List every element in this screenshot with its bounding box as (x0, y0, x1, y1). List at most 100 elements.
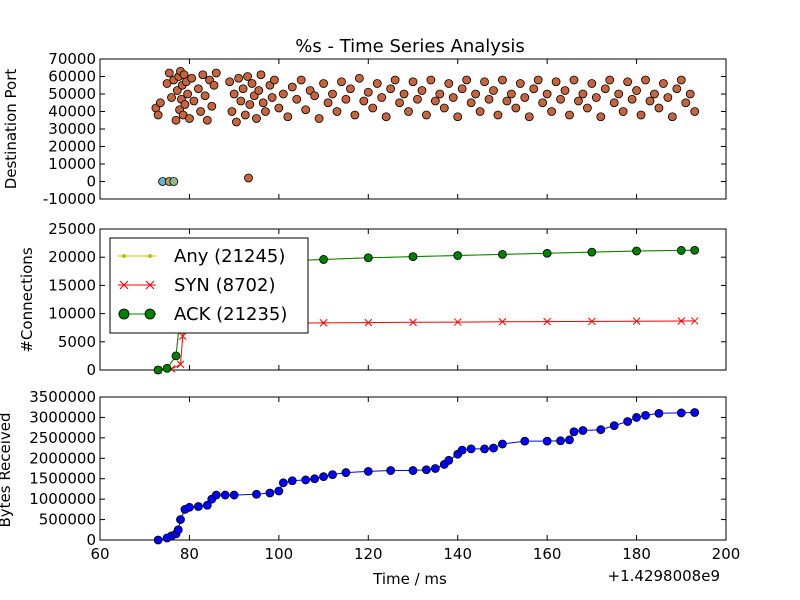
data-point (663, 93, 673, 102)
data-point (252, 489, 261, 499)
data-point (245, 100, 255, 109)
data-point (591, 93, 601, 102)
port-scatter-panel: -100000100002000030000400005000060000700… (2, 50, 727, 208)
y-tick-label: 0 (86, 173, 96, 191)
data-point (632, 413, 641, 422)
y-tick-label: 2500000 (29, 429, 96, 447)
data-point (524, 112, 534, 122)
y-tick-label: 30000 (48, 120, 96, 138)
data-point (167, 93, 176, 102)
data-point (444, 79, 454, 88)
data-point (578, 89, 588, 99)
data-point (404, 107, 413, 116)
data-point (498, 249, 507, 259)
data-point (200, 91, 210, 101)
data-point (278, 478, 288, 488)
data-point (193, 84, 203, 94)
data-point (453, 251, 463, 260)
data-point (345, 84, 355, 94)
data-point (690, 107, 700, 116)
legend-ack-marker (118, 308, 130, 320)
data-point (296, 75, 306, 85)
data-point (457, 445, 467, 455)
data-point (153, 535, 163, 545)
data-point (466, 98, 476, 108)
data-point (542, 89, 552, 99)
data-point (462, 75, 472, 85)
data-point (332, 107, 342, 116)
data-point (198, 70, 208, 80)
data-point (319, 255, 328, 264)
bytes-y-ticks: 0 500000 1000000 1500000 2000000 2500000 30000… (29, 388, 727, 549)
data-point (183, 89, 193, 99)
data-point (641, 75, 650, 85)
data-point (211, 68, 221, 78)
data-point (498, 75, 507, 85)
data-point (363, 253, 373, 263)
data-point (453, 112, 463, 122)
data-point (439, 103, 449, 113)
data-point (574, 96, 583, 106)
data-point (600, 84, 610, 94)
data-point (596, 112, 606, 122)
data-point (364, 318, 373, 327)
data-point (542, 248, 552, 258)
data-point (319, 472, 328, 482)
data-point (417, 86, 427, 95)
data-point (645, 96, 655, 106)
data-point (511, 103, 521, 113)
x-tick-label: 120 (354, 545, 383, 563)
bytes-panel: 0 500000 1000000 1500000 2000000 2500000 30000… (0, 388, 740, 588)
legend-any-label: Any (21245) (174, 246, 285, 267)
data-point (506, 89, 516, 99)
y-tick-label: 1500000 (29, 470, 96, 488)
data-point (587, 247, 597, 257)
connections-panel: 0 5000 10000 15000 20000 25000 #Connections A… (18, 220, 727, 379)
data-point (292, 94, 302, 104)
data-point (238, 84, 248, 94)
data-point (377, 93, 387, 102)
data-point (319, 319, 328, 327)
data-point (254, 86, 264, 95)
data-point (258, 98, 268, 108)
data-point (395, 98, 404, 108)
data-point (614, 89, 624, 99)
data-point (202, 115, 212, 125)
data-point (162, 363, 172, 373)
data-point (310, 474, 320, 484)
data-point (269, 75, 279, 85)
data-point (153, 110, 163, 120)
data-point (243, 72, 252, 81)
data-point (164, 68, 174, 78)
data-point (187, 73, 197, 83)
data-point (328, 470, 337, 480)
data-point (368, 103, 378, 113)
y-tick-label: 40000 (48, 103, 96, 121)
y-tick-label: 50000 (48, 85, 96, 103)
data-point (596, 425, 606, 435)
data-point (515, 79, 525, 88)
y-tick-label: 0 (86, 531, 96, 549)
data-point (244, 173, 253, 183)
data-point (556, 94, 565, 104)
data-point (422, 465, 431, 475)
data-point (578, 426, 588, 435)
y-tick-label: 70000 (48, 50, 96, 68)
data-point (636, 110, 646, 120)
legend-ack-label: ACK (21235) (174, 304, 287, 325)
data-point (386, 84, 396, 94)
data-point (618, 107, 628, 116)
data-point (227, 107, 237, 116)
y-tick-label: 0 (86, 361, 96, 379)
data-point (659, 79, 668, 88)
data-point (623, 417, 633, 426)
data-point (569, 427, 579, 437)
data-point (220, 490, 230, 500)
bytes-y-label: Bytes Received (0, 412, 14, 527)
data-point (538, 98, 548, 108)
data-point (654, 103, 664, 113)
data-point (301, 105, 311, 115)
y-tick-label: 10000 (48, 155, 96, 173)
bytes-panel-frame (99, 396, 727, 541)
y-tick-label: 60000 (48, 68, 96, 86)
